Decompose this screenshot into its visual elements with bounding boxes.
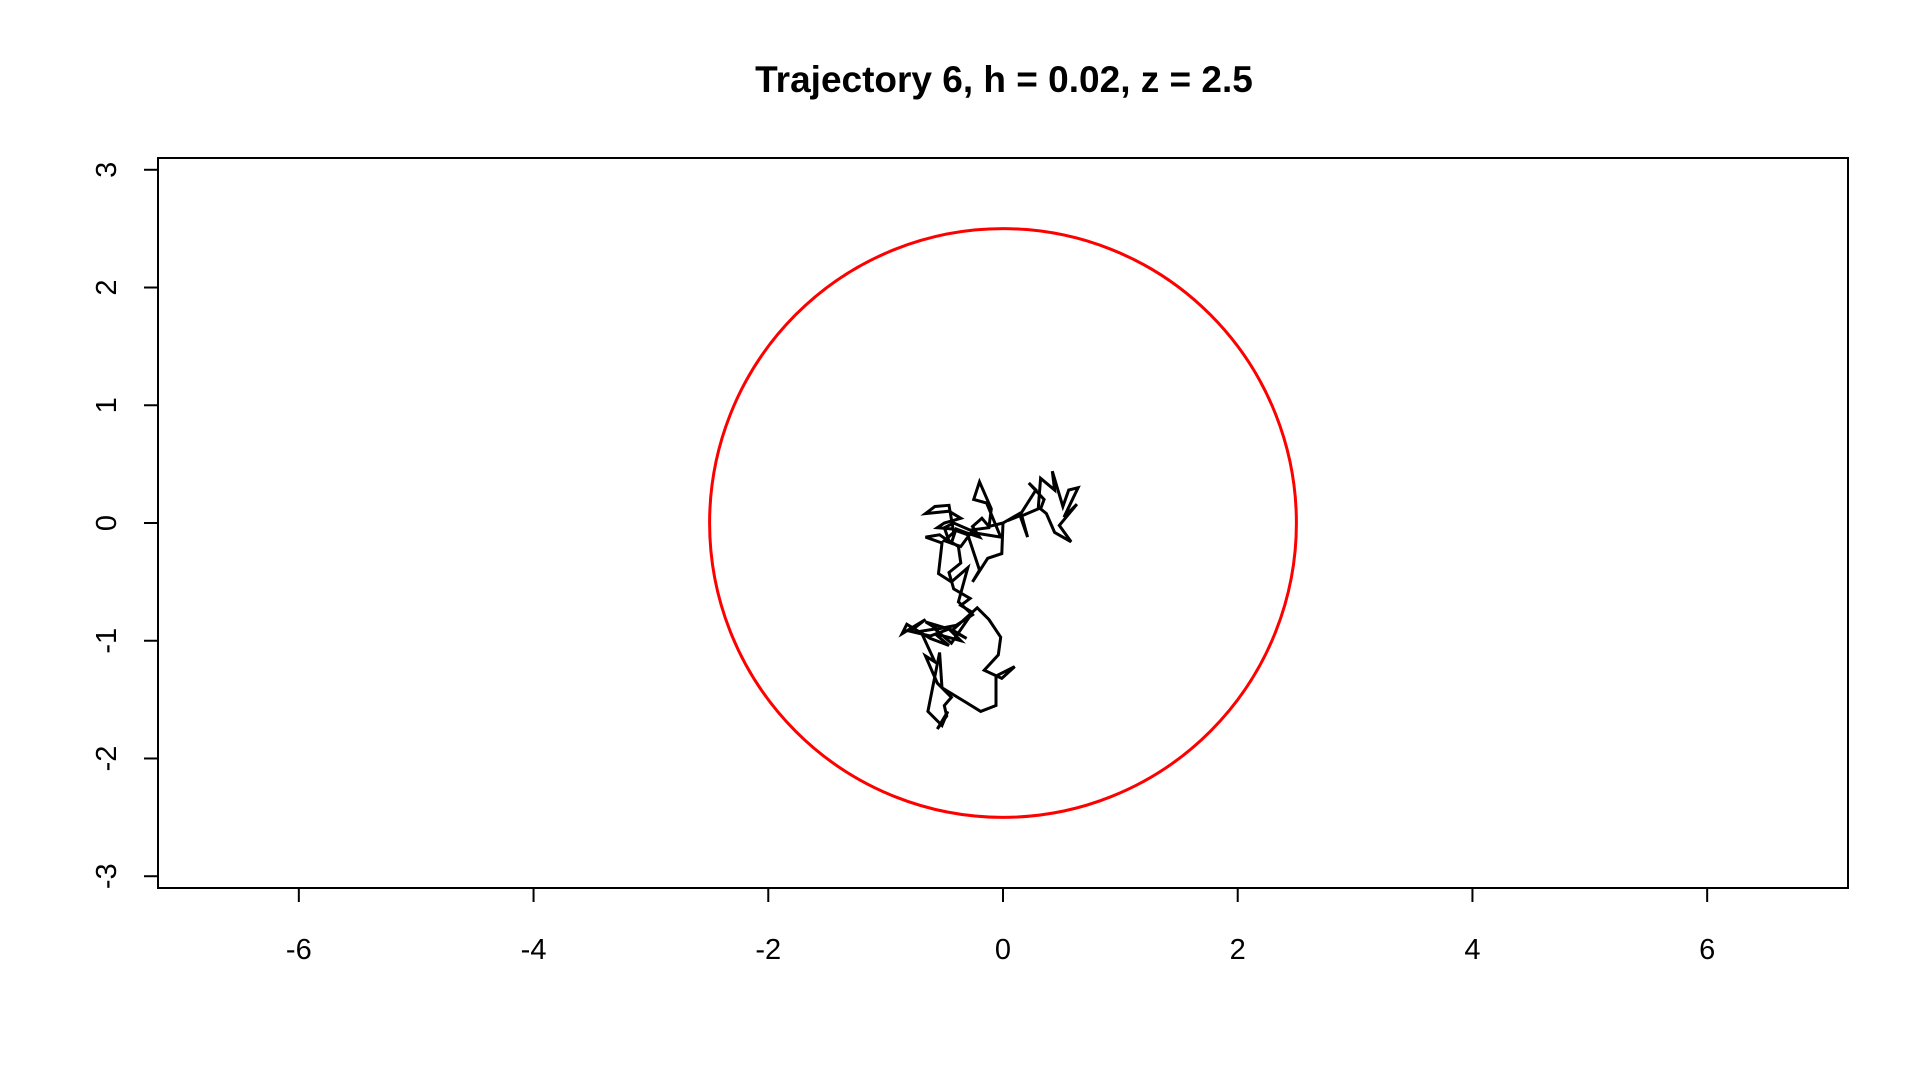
y-tick-label: 0	[91, 515, 123, 531]
x-tick-label: -4	[521, 934, 547, 966]
x-tick-label: 6	[1699, 934, 1715, 966]
x-tick-label: -2	[755, 934, 781, 966]
x-tick-label: 0	[995, 934, 1011, 966]
x-tick-label: 2	[1230, 934, 1246, 966]
y-tick-label: 1	[91, 397, 123, 413]
y-tick-label: -1	[91, 628, 123, 654]
trajectory-path-1	[898, 477, 1016, 730]
y-axis-ticks: -3 -2 -1 0 1 2 3	[91, 162, 159, 889]
plot-content	[708, 227, 1298, 819]
y-tick-label: 3	[91, 162, 123, 178]
chart-title: Trajectory 6, h = 0.02, z = 2.5	[755, 59, 1253, 100]
plot-frame	[157, 157, 1849, 889]
x-tick-label: 4	[1464, 934, 1480, 966]
x-tick-label: -6	[286, 934, 312, 966]
trajectory-path-2	[1002, 470, 1081, 544]
y-tick-label: -3	[91, 863, 123, 889]
y-tick-label: -2	[91, 746, 123, 772]
y-tick-label: 2	[91, 279, 123, 295]
boundary-circle	[708, 227, 1298, 819]
x-axis-ticks: -6 -4 -2 0 2 4 6	[286, 887, 1715, 966]
